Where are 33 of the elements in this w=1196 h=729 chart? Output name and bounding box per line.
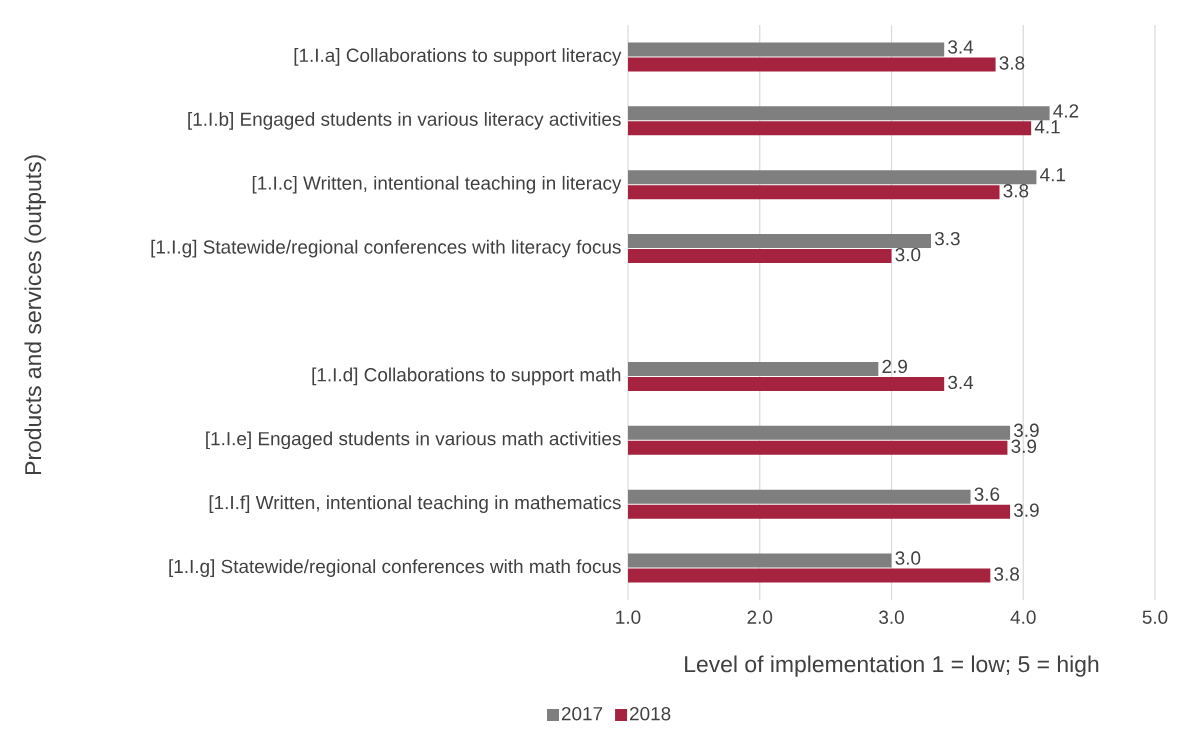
- legend-label: 2018: [630, 706, 671, 721]
- data-label: 2.9: [882, 359, 907, 374]
- data-label: 3.3: [934, 231, 960, 246]
- data-label: 4.2: [1053, 104, 1079, 118]
- data-label: 3.0: [895, 551, 921, 565]
- x-tick-label: 1.0: [616, 610, 641, 624]
- y-axis-title: Products and services (outputs): [24, 155, 46, 475]
- y-tick-label: [1.I.g] Statewide/regional conferences with math focus: [169, 559, 621, 577]
- data-label: 3.9: [1014, 503, 1039, 517]
- x-tick-label: 3.0: [879, 610, 904, 624]
- legend-label: 2017: [561, 706, 603, 721]
- y-tick-label: [1.I.b] Engaged students in various literacy activities: [188, 112, 621, 130]
- data-label: 4.1: [1040, 168, 1066, 182]
- data-label: 3.8: [999, 56, 1025, 70]
- data-label: 3.4: [948, 375, 974, 390]
- data-label: 3.4: [948, 40, 974, 54]
- y-tick-label: [1.I.e] Engaged students in various math activities: [206, 431, 621, 450]
- x-tick-label: 4.0: [1010, 610, 1036, 624]
- data-label: 3.0: [895, 247, 921, 262]
- x-axis-title: Level of implementation 1 = low; 5 = high: [685, 655, 1099, 677]
- data-label: 4.1: [1034, 120, 1060, 134]
- y-tick-label: [1.I.g] Statewide/regional conferences with literacy focus: [151, 239, 621, 258]
- x-tick-label: 2.0: [747, 610, 773, 624]
- data-label: 3.8: [994, 567, 1019, 581]
- y-tick-label: [1.I.a] Collaborations to support literacy: [294, 48, 622, 66]
- data-label: 3.9: [1011, 439, 1037, 453]
- y-tick-label: [1.I.d] Collaborations to support math: [312, 367, 621, 386]
- data-label: 3.6: [974, 487, 1000, 501]
- data-label: 3.9: [1014, 423, 1039, 437]
- data-label: 3.8: [1003, 184, 1029, 198]
- y-tick-label: [1.I.f] Written, intentional teaching in mathematics: [209, 495, 621, 513]
- x-tick-label: 5.0: [1142, 610, 1168, 624]
- y-tick-label: [1.I.c] Written, intentional teaching in literacy: [252, 175, 622, 194]
